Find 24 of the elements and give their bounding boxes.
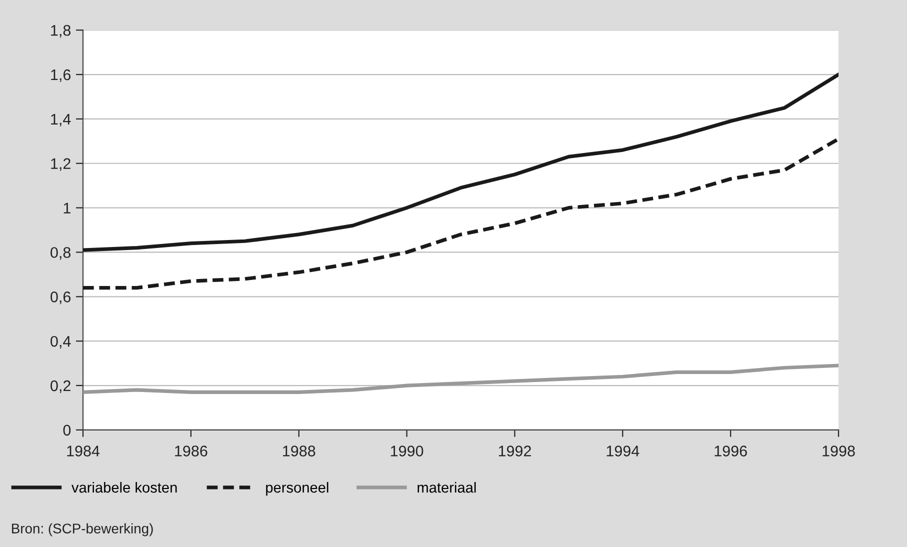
line-series <box>82 364 839 394</box>
x-tick-label: 1986 <box>175 446 208 456</box>
y-tick-label: 1,8 <box>51 24 71 38</box>
x-tick-label: 1984 <box>67 446 100 456</box>
y-tick-label: 0 <box>63 424 71 436</box>
text: Bron: (SCP-bewerking) <box>12 523 153 536</box>
y-tick-label: 1,6 <box>51 69 71 82</box>
x-tick-label: 1992 <box>498 446 531 456</box>
y-tick-label: 1,2 <box>51 158 70 171</box>
y-tick-label: 0,4 <box>50 336 71 349</box>
x-tick-label: 1998 <box>822 446 855 456</box>
line-series <box>82 137 839 290</box>
legend-label: personeel <box>266 482 328 496</box>
legend-label: materiaal <box>418 482 476 493</box>
x-tick-label: 1994 <box>606 446 640 456</box>
y-tick-label: 0,8 <box>50 247 71 260</box>
x-tick-label: 1990 <box>390 446 424 456</box>
y-tick-label: 0,6 <box>50 292 71 304</box>
x-tick-label: 1996 <box>714 446 747 456</box>
y-tick-label: 1,4 <box>51 114 71 126</box>
legend-label: variabele kosten <box>72 482 177 493</box>
y-tick-label: 1 <box>64 202 70 214</box>
y-tick-label: 0,2 <box>50 380 70 394</box>
x-tick-label: 1988 <box>283 446 316 456</box>
